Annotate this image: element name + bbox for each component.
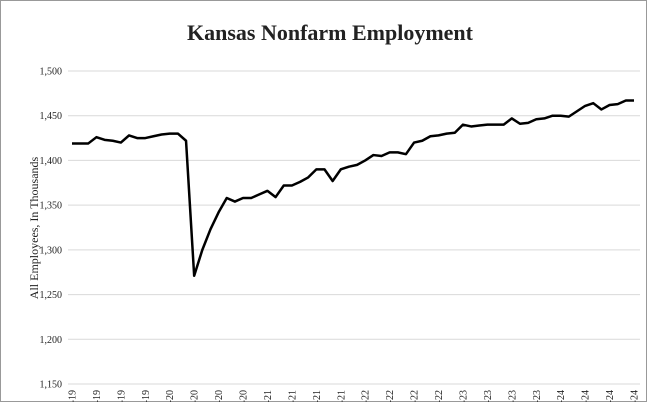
x-tick-label: Jul-23 bbox=[507, 390, 518, 402]
y-tick-label: 1,450 bbox=[40, 111, 63, 122]
x-tick-label: Jul-24 bbox=[605, 390, 616, 402]
x-tick-label: Apr-22 bbox=[385, 390, 396, 402]
data-line bbox=[72, 99, 634, 278]
x-tick-label: Jan-21 bbox=[263, 390, 274, 402]
y-axis-label: All Employees, In Thousands bbox=[27, 156, 41, 299]
y-tick-label: 1,250 bbox=[40, 290, 63, 301]
x-tick-label: Oct-20 bbox=[239, 390, 250, 402]
x-tick-label: Apr-23 bbox=[483, 390, 494, 402]
y-tick-label: 1,200 bbox=[40, 335, 63, 346]
x-tick-label: Oct-24 bbox=[630, 390, 641, 402]
x-tick-label: Oct-19 bbox=[141, 390, 152, 402]
x-tick-label: Oct-21 bbox=[336, 390, 347, 402]
chart-title: Kansas Nonfarm Employment bbox=[187, 20, 474, 45]
y-tick-label: 1,400 bbox=[40, 156, 63, 167]
x-tick-label: Apr-20 bbox=[190, 390, 201, 402]
x-tick-label: Jul-22 bbox=[410, 390, 421, 402]
x-tick-label: Jan-22 bbox=[361, 390, 372, 402]
x-tick-label: Jul-21 bbox=[312, 390, 323, 402]
x-tick-label: Oct-23 bbox=[532, 390, 543, 402]
x-tick-label: Jul-19 bbox=[116, 390, 127, 402]
x-tick-label: Jan-23 bbox=[458, 390, 469, 402]
x-tick-label: Apr-21 bbox=[287, 390, 298, 402]
x-tick-label: Jul-20 bbox=[214, 390, 225, 402]
x-tick-label: Apr-19 bbox=[92, 390, 103, 402]
x-tick-label: Jan-24 bbox=[556, 390, 567, 402]
x-tick-label: Apr-24 bbox=[581, 390, 592, 402]
y-tick-label: 1,350 bbox=[40, 201, 63, 212]
x-tick-label: Oct-22 bbox=[434, 390, 445, 402]
x-tick-label: Jan-20 bbox=[165, 390, 176, 402]
y-tick-label: 1,500 bbox=[40, 67, 63, 78]
x-tick-label: Jan-19 bbox=[68, 390, 79, 402]
y-tick-label: 1,150 bbox=[40, 380, 63, 391]
y-tick-label: 1,300 bbox=[40, 245, 63, 256]
